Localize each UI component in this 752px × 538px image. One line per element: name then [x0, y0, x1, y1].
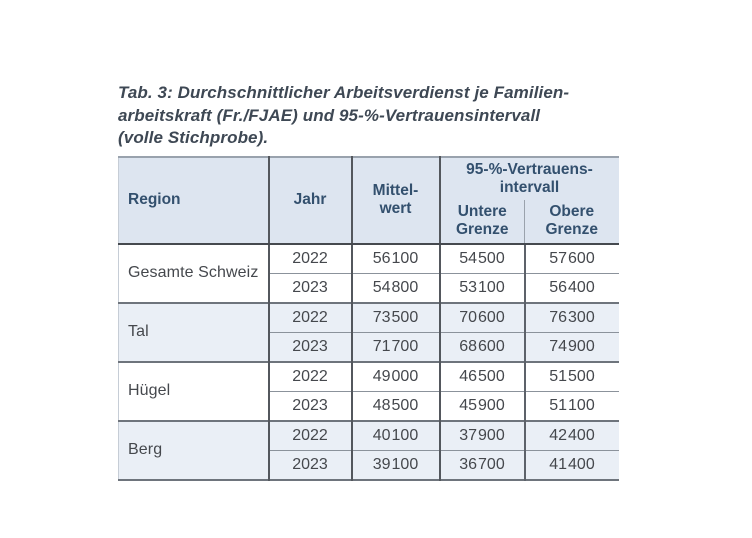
header-mittelwert-line2: wert — [379, 200, 412, 217]
jahr-cell: 2023 — [267, 331, 352, 362]
header-untere-grenze: Untere Grenze — [438, 199, 525, 245]
untere-grenze-cell: 53 100 — [438, 272, 525, 303]
table-row: Hügel 2022 49 000 46 500 51 500 — [118, 360, 619, 421]
mittelwert-cell: 49 000 — [350, 360, 440, 391]
obere-grenze-cell: 57 600 — [523, 242, 619, 273]
header-ci-line2: intervall — [499, 178, 560, 196]
page-content: Tab. 3: Durchschnittlicher Arbeitsverdie… — [118, 82, 619, 481]
untere-grenze-cell: 70 600 — [438, 301, 525, 332]
mittelwert-cell: 73 500 — [350, 301, 440, 332]
header-untere-line2: Grenze — [455, 221, 509, 238]
header-obere-line2: Grenze — [545, 221, 599, 238]
untere-grenze-cell: 54 500 — [438, 242, 525, 273]
obere-grenze-cell: 41 400 — [523, 449, 619, 480]
region-cell: Tal — [118, 301, 269, 362]
region-cell: Gesamte Schweiz — [118, 242, 269, 303]
untere-grenze-cell: 68 600 — [438, 331, 525, 362]
mittelwert-cell: 54 800 — [350, 272, 440, 303]
table-body: Gesamte Schweiz 2022 56 100 54 500 57 60… — [118, 242, 619, 480]
region-cell: Berg — [118, 419, 269, 480]
jahr-cell: 2022 — [267, 242, 352, 273]
header-obere-line1: Obere — [549, 203, 595, 220]
header-vertrauensintervall: 95-%-Vertrauens- intervall — [438, 156, 619, 200]
obere-grenze-cell: 51 100 — [523, 390, 619, 421]
region-cell: Hügel — [118, 360, 269, 421]
header-mittelwert: Mittel- wert — [350, 156, 440, 245]
obere-grenze-cell: 56 400 — [523, 272, 619, 303]
jahr-cell: 2023 — [267, 449, 352, 480]
table-row: 2023 39 100 36 700 41 400 — [119, 449, 619, 480]
header-row-top: Region Jahr Mittel- wert 95-%-Vertrauens… — [118, 156, 619, 245]
untere-grenze-cell: 37 900 — [438, 419, 525, 450]
untere-grenze-cell: 36 700 — [438, 449, 525, 480]
table-row: 2023 71 700 68 600 74 900 — [119, 331, 619, 362]
mittelwert-cell: 56 100 — [350, 242, 440, 273]
jahr-cell: 2022 — [267, 360, 352, 391]
mittelwert-cell: 40 100 — [350, 419, 440, 450]
mittelwert-cell: 39 100 — [350, 449, 440, 480]
table-row: Gesamte Schweiz 2022 56 100 54 500 57 60… — [118, 242, 619, 303]
table-header: Region Jahr Mittel- wert 95-%-Vertrauens… — [118, 156, 619, 245]
untere-grenze-cell: 46 500 — [438, 360, 525, 391]
obere-grenze-cell: 42 400 — [523, 419, 619, 450]
obere-grenze-cell: 51 500 — [523, 360, 619, 391]
header-mittelwert-line1: Mittel- — [372, 182, 419, 199]
table-row: 2023 54 800 53 100 56 400 — [119, 272, 619, 303]
table-caption: Tab. 3: Durchschnittlicher Arbeitsverdie… — [118, 82, 619, 150]
header-obere-grenze: Obere Grenze — [524, 199, 619, 245]
obere-grenze-cell: 76 300 — [523, 301, 619, 332]
jahr-cell: 2022 — [267, 301, 352, 332]
jahr-cell: 2022 — [267, 419, 352, 450]
data-table: Region Jahr Mittel- wert 95-%-Vertrauens… — [118, 155, 619, 481]
jahr-cell: 2023 — [267, 390, 352, 421]
table-row: Berg 2022 40 100 37 900 42 400 — [118, 419, 619, 480]
header-ci-line1: 95-%-Vertrauens- — [466, 160, 593, 178]
table-row: 2023 48 500 45 900 51 100 — [119, 390, 619, 421]
header-untere-line1: Untere — [457, 203, 507, 220]
header-row-sub: Untere Grenze Obere Grenze — [119, 199, 619, 245]
mittelwert-cell: 48 500 — [350, 390, 440, 421]
untere-grenze-cell: 45 900 — [438, 390, 525, 421]
jahr-cell: 2023 — [267, 272, 352, 303]
caption-line-2: arbeitskraft (Fr./FJAE) und 95-%-Vertrau… — [118, 105, 541, 125]
obere-grenze-cell: 74 900 — [523, 331, 619, 362]
header-jahr: Jahr — [267, 156, 352, 245]
mittelwert-cell: 71 700 — [350, 331, 440, 362]
caption-line-1: Tab. 3: Durchschnittlicher Arbeitsverdie… — [118, 83, 570, 102]
caption-line-3: (volle Stichprobe). — [118, 128, 269, 147]
header-region: Region — [118, 156, 269, 245]
table-row: Tal 2022 73 500 70 600 76 300 — [118, 301, 619, 362]
